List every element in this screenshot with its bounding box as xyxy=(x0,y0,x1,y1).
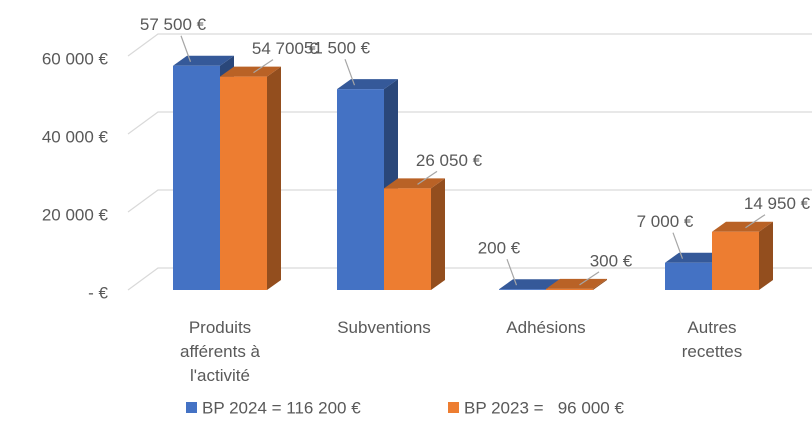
data-label: 200 € xyxy=(478,239,521,258)
leader-line xyxy=(672,232,684,259)
bar-face xyxy=(220,66,281,77)
data-label: 7 000 € xyxy=(637,212,694,231)
legend-swatch xyxy=(186,402,197,413)
leader-line xyxy=(579,271,600,286)
x-tick-label: Adhésions xyxy=(506,318,586,337)
bar-face xyxy=(173,55,234,66)
bar-face xyxy=(546,278,607,289)
bar xyxy=(712,221,773,290)
legend-swatch xyxy=(448,402,459,413)
bar-face xyxy=(267,66,281,290)
bar-face xyxy=(384,178,445,189)
bar-face xyxy=(712,221,773,232)
bar xyxy=(384,178,445,290)
leader-line xyxy=(180,35,192,62)
x-tick-label: Subventions xyxy=(337,318,431,337)
bar-face xyxy=(337,89,384,291)
bar-face xyxy=(546,288,593,290)
y-tick-label: - € xyxy=(88,283,108,302)
bar-face xyxy=(712,231,759,290)
bar-face xyxy=(431,178,445,290)
bar-face xyxy=(337,79,398,90)
legend-label: BP 2024 = 116 200 € xyxy=(202,398,361,417)
data-label: 51 500 € xyxy=(304,39,371,58)
bar xyxy=(546,278,607,290)
data-label: 300 € xyxy=(590,251,633,270)
data-label: 14 950 € xyxy=(744,194,811,213)
leader-line xyxy=(253,59,274,74)
bar-face xyxy=(384,188,431,290)
bar-face xyxy=(665,262,712,290)
grid-line xyxy=(127,189,812,213)
bar xyxy=(220,66,281,290)
x-tick-label: Autres recettes xyxy=(681,318,743,361)
y-tick-label: 60 000 € xyxy=(42,49,109,68)
grid-line xyxy=(127,111,812,135)
leader-line xyxy=(417,170,438,185)
legend-label: BP 2023 = 96 000 € xyxy=(464,398,624,417)
bar-face xyxy=(665,252,726,263)
bar-face xyxy=(220,76,267,290)
bar-face xyxy=(759,221,773,290)
bar-face xyxy=(173,65,220,290)
x-tick-label: Produits afférents à l'activité xyxy=(179,318,261,385)
grid-line xyxy=(127,33,812,57)
bar-face xyxy=(499,289,546,290)
bar-face xyxy=(499,279,560,290)
leader-line xyxy=(745,214,766,229)
leader-line xyxy=(344,58,356,86)
data-label: 54 700 € xyxy=(252,39,319,58)
bar-face xyxy=(593,278,607,290)
leader-line xyxy=(506,259,518,286)
data-label: 57 500 € xyxy=(140,15,207,34)
y-tick-label: 40 000 € xyxy=(42,127,109,146)
grid-line xyxy=(127,267,812,291)
data-label: 26 050 € xyxy=(416,151,483,170)
y-tick-label: 20 000 € xyxy=(42,205,109,224)
